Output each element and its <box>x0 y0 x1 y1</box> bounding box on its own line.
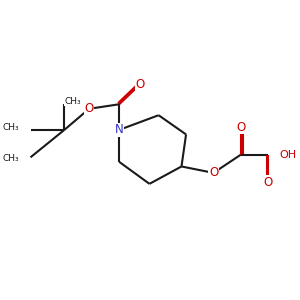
Text: CH₃: CH₃ <box>3 123 20 132</box>
Text: O: O <box>209 167 218 179</box>
Text: O: O <box>136 78 145 91</box>
Text: CH₃: CH₃ <box>3 154 20 163</box>
Text: O: O <box>236 121 246 134</box>
Text: CH₃: CH₃ <box>64 97 81 106</box>
Text: O: O <box>264 176 273 188</box>
Text: N: N <box>115 123 124 136</box>
Text: OH: OH <box>279 150 296 160</box>
Text: O: O <box>84 102 94 115</box>
